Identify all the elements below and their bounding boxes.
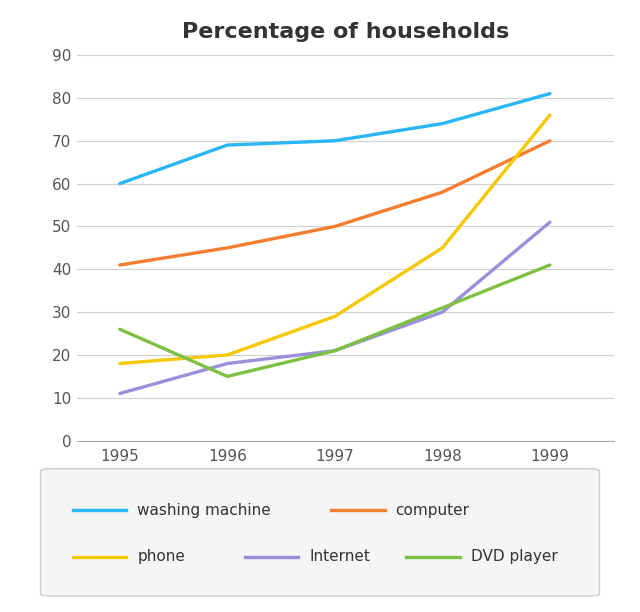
Text: washing machine: washing machine [137, 503, 271, 518]
Text: DVD player: DVD player [470, 550, 557, 564]
Text: phone: phone [137, 550, 185, 564]
Text: Internet: Internet [309, 550, 370, 564]
FancyBboxPatch shape [40, 469, 600, 596]
Text: computer: computer [396, 503, 469, 518]
Title: Percentage of households: Percentage of households [182, 23, 509, 42]
